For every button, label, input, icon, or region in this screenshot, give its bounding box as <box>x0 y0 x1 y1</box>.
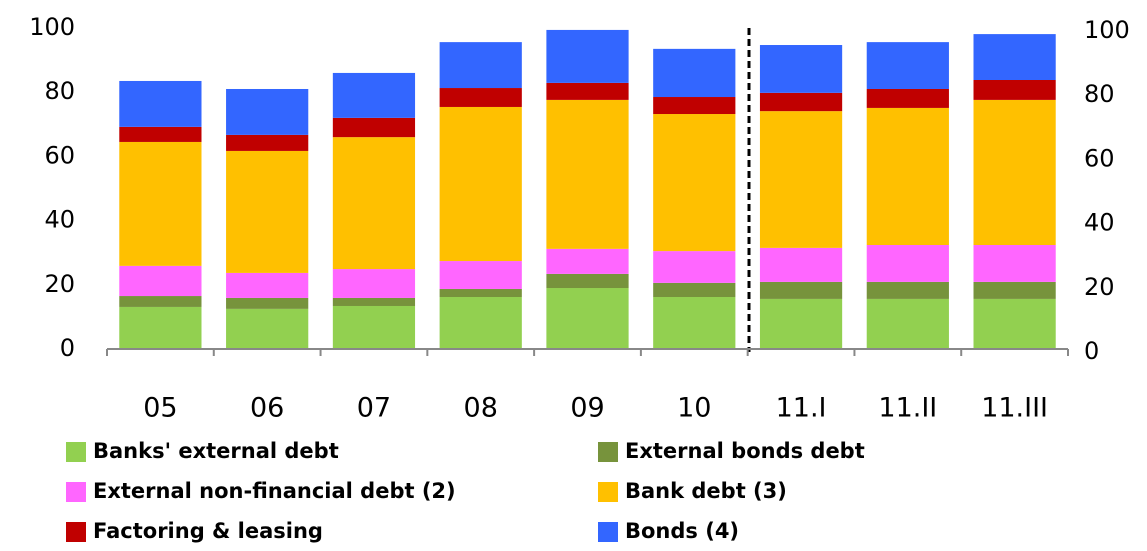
bar-segment <box>546 29 629 83</box>
x-tick-label: 11.I <box>776 393 827 424</box>
legend-label: Bonds (4) <box>625 519 739 543</box>
x-tick-label: 10 <box>677 393 711 424</box>
y2-tick-label: 100 <box>1084 16 1130 44</box>
y-tick-label: 60 <box>44 141 75 169</box>
bar-segment <box>759 298 843 349</box>
bar-segment <box>546 248 629 274</box>
bar-segment <box>653 296 736 349</box>
x-tick-label: 06 <box>250 393 284 424</box>
bar-segment <box>866 42 949 89</box>
bar-segment <box>759 281 843 299</box>
bar-segment <box>332 72 416 118</box>
x-tick-label: 11.III <box>981 393 1048 424</box>
bar-segment <box>226 88 309 135</box>
bar-segment <box>973 99 1056 245</box>
legend-swatch <box>66 442 86 462</box>
bar-segment <box>439 88 522 107</box>
bar-segment <box>759 92 843 112</box>
legend-label: Bank debt (3) <box>625 479 787 503</box>
legend-swatch <box>66 482 86 502</box>
bar-segment <box>653 251 736 283</box>
bar-segment <box>226 297 309 309</box>
bar-segment <box>866 298 949 349</box>
bar-segment <box>119 265 202 297</box>
y2-tick-label: 60 <box>1084 144 1115 172</box>
legend-swatch <box>598 442 618 462</box>
bar-segment <box>226 150 309 273</box>
bar-segment <box>973 80 1056 100</box>
legend-swatch <box>598 482 618 502</box>
bar-segment <box>546 82 629 100</box>
bar-segment <box>653 114 736 252</box>
x-tick-label: 09 <box>570 393 604 424</box>
bar-segment <box>546 288 629 349</box>
bar-segment <box>546 99 629 249</box>
bar-segment <box>759 111 843 248</box>
y2-tick-label: 40 <box>1084 209 1115 237</box>
bar-segment <box>332 305 416 349</box>
bar-segment <box>332 137 416 270</box>
bar-segment <box>226 134 309 151</box>
x-tick-label: 07 <box>357 393 391 424</box>
legend-label: Factoring & leasing <box>93 519 323 543</box>
x-tick-label: 05 <box>143 393 177 424</box>
x-tick-label: 08 <box>464 393 498 424</box>
y2-tick-label: 0 <box>1084 337 1099 365</box>
y2-tick-label: 80 <box>1084 80 1115 108</box>
bar-segment <box>226 308 309 349</box>
bar-segment <box>973 244 1056 282</box>
legend-label: External non-financial debt (2) <box>93 479 456 503</box>
y2-tick-label: 20 <box>1084 273 1115 301</box>
bar-segment <box>866 281 949 299</box>
bar-segment <box>332 297 416 306</box>
bar-segment <box>119 80 202 127</box>
bar-segment <box>759 45 843 93</box>
bar-segment <box>866 244 949 282</box>
bar-segment <box>119 306 202 349</box>
bar-segment <box>439 296 522 349</box>
y-tick-label: 0 <box>60 334 75 362</box>
legend-label: External bonds debt <box>625 439 865 463</box>
legend-label: Banks' external debt <box>93 439 339 463</box>
bar-segment <box>759 247 843 282</box>
bar-segment <box>226 272 309 298</box>
y-tick-label: 80 <box>44 77 75 105</box>
bar-segment <box>653 282 736 297</box>
bar-segment <box>653 97 736 115</box>
bar-segment <box>866 88 949 108</box>
bar-segment <box>546 273 629 289</box>
bar-segment <box>119 296 202 307</box>
legend-swatch <box>66 522 86 542</box>
bar-segment <box>439 288 522 297</box>
bar-segment <box>439 106 522 262</box>
y-tick-label: 100 <box>29 13 75 41</box>
x-tick-label: 11.II <box>878 393 937 424</box>
bar-segment <box>439 42 522 89</box>
bar-segment <box>866 107 949 245</box>
bar-segment <box>332 117 416 138</box>
bar-segment <box>653 48 736 98</box>
bar-segment <box>973 34 1056 81</box>
bar-segment <box>332 269 416 298</box>
bar-segment <box>119 126 202 142</box>
bar-segment <box>973 298 1056 349</box>
y-tick-label: 20 <box>44 270 75 298</box>
bar-segment <box>439 261 522 289</box>
bar-segment <box>119 141 202 266</box>
legend-swatch <box>598 522 618 542</box>
y-tick-label: 40 <box>44 206 75 234</box>
bar-segment <box>973 281 1056 299</box>
